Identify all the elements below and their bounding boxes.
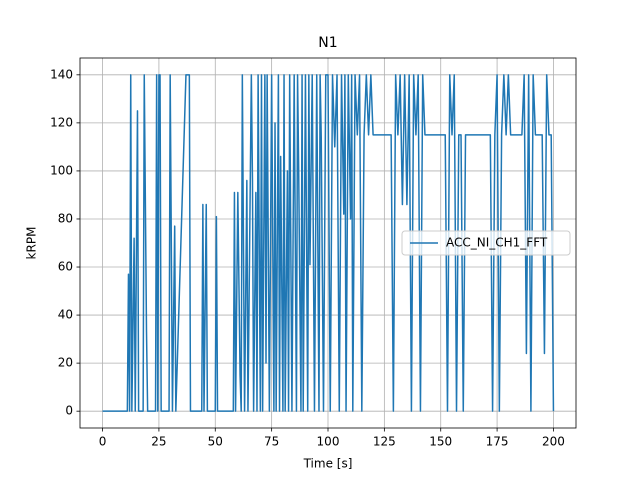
line-series [102, 74, 555, 412]
x-tick-label: 100 [317, 435, 340, 449]
x-axis-label: Time [s] [303, 457, 353, 471]
y-axis-label: kRPM [25, 227, 39, 260]
x-tick-label: 175 [486, 435, 509, 449]
y-tick-label: 20 [58, 356, 73, 370]
legend-box [401, 230, 571, 256]
legend-label: ACC_NI_CH1_FFT [446, 236, 548, 250]
y-tick-label: 80 [58, 211, 73, 225]
y-tick-label: 120 [50, 115, 73, 129]
y-tick-label: 60 [58, 260, 73, 274]
x-tick-label: 150 [429, 435, 452, 449]
x-tick-label: 25 [151, 435, 166, 449]
y-tick-label: 140 [50, 67, 73, 81]
plot-frame [79, 57, 577, 429]
x-tick-label: 125 [373, 435, 396, 449]
y-tick-label: 0 [65, 404, 73, 418]
y-tick-label: 100 [50, 163, 73, 177]
y-tick-label: 40 [58, 308, 73, 322]
chart-title: N1 [318, 35, 337, 51]
x-tick-label: 0 [99, 435, 107, 449]
x-tick-label: 75 [264, 435, 279, 449]
x-tick-label: 200 [542, 435, 565, 449]
x-tick-label: 50 [208, 435, 223, 449]
